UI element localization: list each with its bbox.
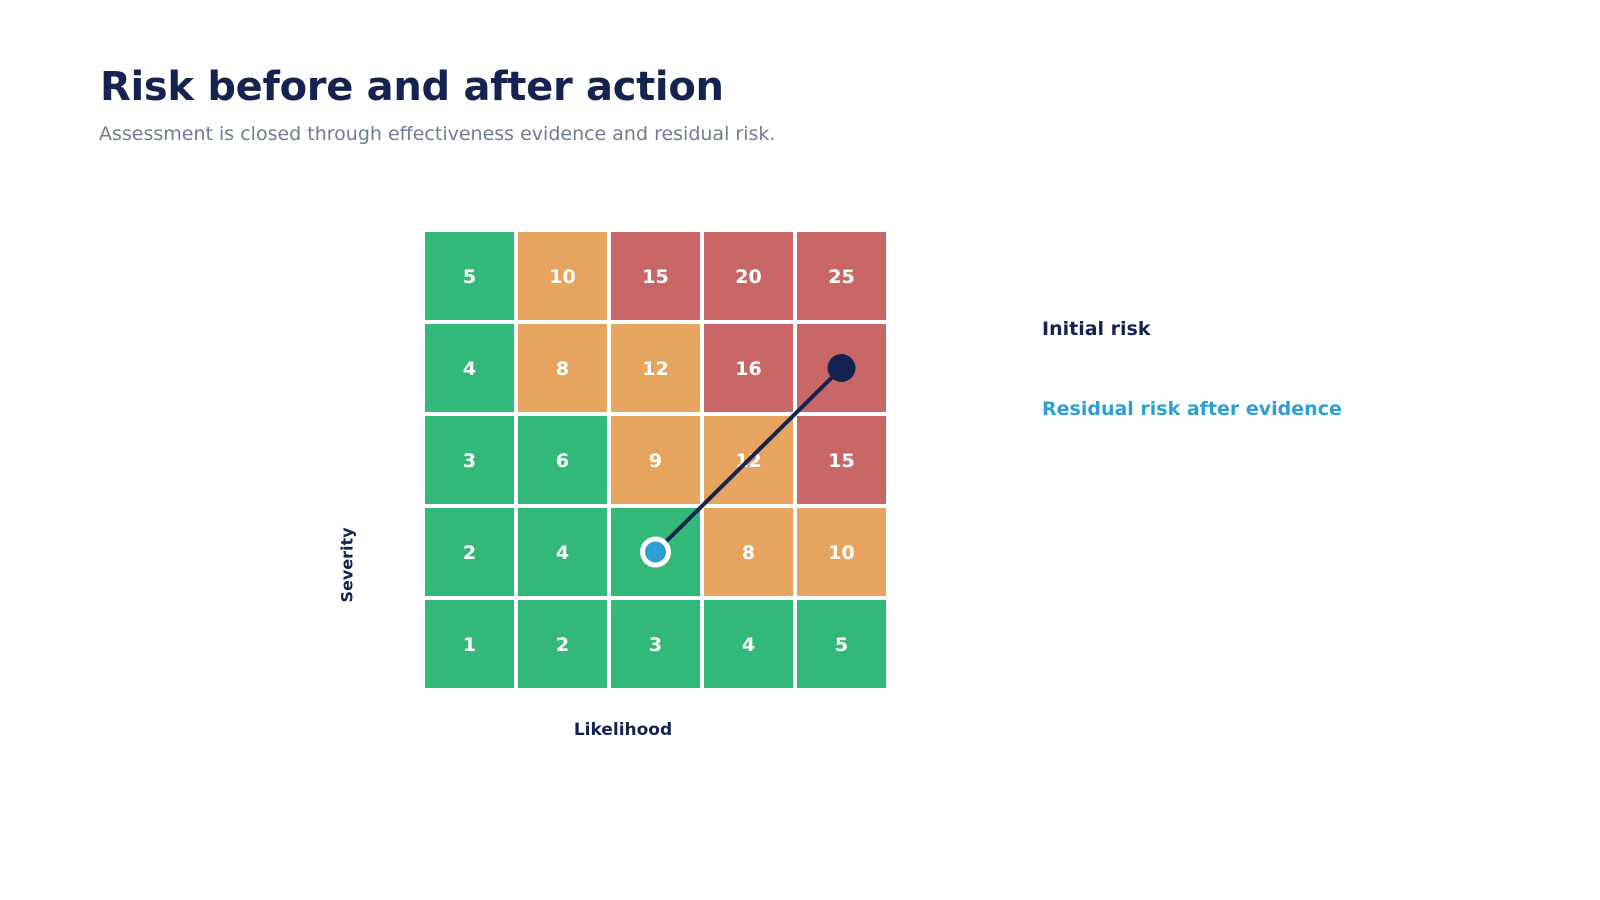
matrix-cell — [611, 600, 700, 688]
matrix-cell-label: 16 — [735, 358, 761, 380]
matrix-cell — [518, 232, 607, 320]
matrix-cell-label: 4 — [463, 358, 476, 380]
matrix-cell — [425, 600, 514, 688]
matrix-cell-label: 5 — [835, 634, 848, 656]
matrix-cell-label: 8 — [556, 358, 569, 380]
matrix-cell-label: 4 — [742, 634, 755, 656]
matrix-cell-label: 10 — [549, 266, 575, 288]
page-title: Risk before and after action — [100, 64, 724, 110]
matrix-cell — [425, 508, 514, 596]
matrix-cell — [611, 416, 700, 504]
matrix-cell — [704, 600, 793, 688]
matrix-cell — [611, 324, 700, 412]
matrix-cell-label: 10 — [828, 542, 854, 564]
matrix-cell — [704, 508, 793, 596]
matrix-cell-label: 6 — [556, 450, 569, 472]
matrix-cell — [425, 324, 514, 412]
matrix-cell-label: 15 — [828, 450, 854, 472]
matrix-cell — [704, 324, 793, 412]
matrix-cell-label: 1 — [463, 634, 476, 656]
matrix-cell-label: 5 — [463, 266, 476, 288]
matrix-cell-label: 3 — [463, 450, 476, 472]
matrix-cell-label: 20 — [735, 266, 761, 288]
matrix-cell — [518, 324, 607, 412]
matrix-cell — [797, 416, 886, 504]
matrix-cell-label: 2 — [463, 542, 476, 564]
risk-transition-line — [653, 366, 844, 554]
matrix-cell — [425, 416, 514, 504]
matrix-cell-label: 8 — [742, 542, 755, 564]
matrix-cell — [425, 232, 514, 320]
legend-initial-risk: Initial risk — [1042, 318, 1151, 340]
legend-residual-risk: Residual risk after evidence — [1042, 398, 1342, 420]
matrix-cell-label: 3 — [649, 634, 662, 656]
matrix-cell — [797, 508, 886, 596]
matrix-cell — [704, 232, 793, 320]
matrix-cell-label: 12 — [642, 358, 668, 380]
matrix-cell-label: 2 — [556, 634, 569, 656]
matrix-cell — [611, 232, 700, 320]
y-axis-label: Severity — [337, 527, 357, 603]
matrix-cell-label: 25 — [828, 266, 854, 288]
matrix-cell — [797, 600, 886, 688]
matrix-cell-label: 4 — [556, 542, 569, 564]
matrix-cell — [518, 416, 607, 504]
matrix-cell-label: 15 — [642, 266, 668, 288]
x-axis-label: Likelihood — [573, 720, 673, 740]
matrix-cell — [518, 508, 607, 596]
matrix-cell — [518, 600, 607, 688]
page-subtitle: Assessment is closed through effectivene… — [99, 123, 776, 145]
matrix-cell-label: 9 — [649, 450, 662, 472]
matrix-cell — [797, 232, 886, 320]
residual-risk-marker — [640, 536, 671, 568]
initial-risk-marker — [827, 354, 856, 382]
